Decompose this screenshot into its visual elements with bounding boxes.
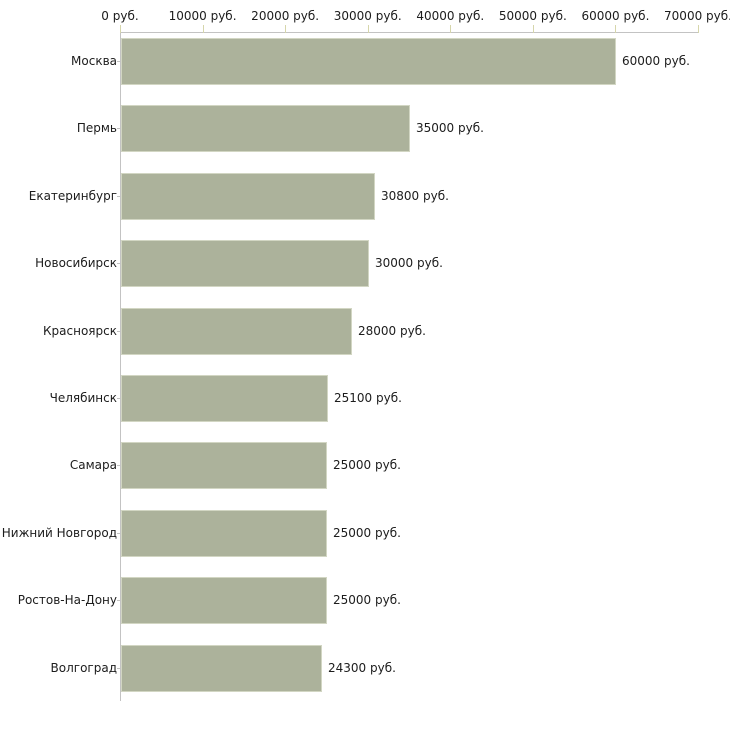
x-axis-tick	[615, 25, 617, 33]
category-label: Волгоград	[50, 661, 117, 675]
category-tick	[117, 331, 121, 332]
x-axis-tick	[367, 25, 369, 33]
category-label: Москва	[71, 54, 117, 68]
category-label: Нижний Новгород	[1, 526, 117, 540]
category-tick	[117, 128, 121, 129]
x-axis-tick	[120, 25, 121, 33]
x-axis-tick	[202, 25, 204, 33]
value-label: 25100 руб.	[334, 391, 402, 405]
x-axis-tick	[450, 25, 452, 33]
category-label: Пермь	[76, 121, 117, 135]
category-label: Красноярск	[43, 324, 117, 338]
value-label: 25000 руб.	[333, 458, 401, 472]
category-tick	[117, 533, 121, 534]
x-axis-tick-label: 30000 руб.	[333, 9, 402, 23]
category-label: Екатеринбург	[28, 189, 117, 203]
x-axis-line	[120, 32, 699, 33]
x-axis-tick	[532, 25, 534, 33]
category-tick	[117, 600, 121, 601]
bar	[121, 577, 327, 624]
x-axis-tick-label: 0 руб.	[101, 9, 139, 23]
value-label: 60000 руб.	[622, 54, 690, 68]
x-axis-tick-label: 10000 руб.	[168, 9, 237, 23]
value-label: 24300 руб.	[328, 661, 396, 675]
value-label: 28000 руб.	[358, 324, 426, 338]
bar	[121, 308, 352, 355]
bar	[121, 510, 327, 557]
category-tick	[117, 61, 121, 62]
category-tick	[117, 263, 121, 264]
x-axis-tick-label: 60000 руб.	[581, 9, 650, 23]
category-tick	[117, 668, 121, 669]
category-label: Челябинск	[49, 391, 117, 405]
value-label: 25000 руб.	[333, 526, 401, 540]
x-axis-tick	[285, 25, 287, 33]
bar	[121, 105, 410, 152]
y-axis-line	[120, 32, 121, 701]
bar	[121, 38, 616, 85]
category-tick	[117, 465, 121, 466]
bar	[121, 645, 322, 692]
category-label: Самара	[69, 458, 117, 472]
category-label: Ростов-На-Дону	[17, 593, 117, 607]
category-label: Новосибирск	[35, 256, 117, 270]
value-label: 30800 руб.	[381, 189, 449, 203]
bar	[121, 442, 327, 489]
bar	[121, 375, 328, 422]
x-axis-tick-label: 40000 руб.	[416, 9, 485, 23]
value-label: 30000 руб.	[375, 256, 443, 270]
x-axis-tick-label: 70000 руб.	[664, 9, 730, 23]
bar	[121, 240, 369, 287]
bar	[121, 173, 375, 220]
category-tick	[117, 196, 121, 197]
x-axis-tick-label: 50000 руб.	[498, 9, 567, 23]
value-label: 35000 руб.	[416, 121, 484, 135]
x-axis-tick-label: 20000 руб.	[251, 9, 320, 23]
category-tick	[117, 398, 121, 399]
value-label: 25000 руб.	[333, 593, 401, 607]
x-axis-tick	[698, 25, 699, 33]
